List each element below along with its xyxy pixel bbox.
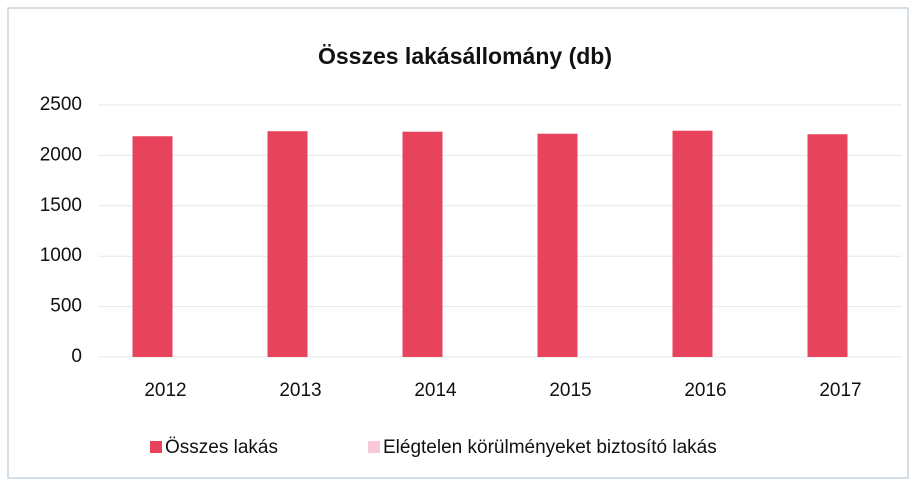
legend-label: Összes lakás (165, 437, 278, 458)
x-tick-label: 2012 (144, 380, 186, 401)
y-tick-label: 500 (50, 296, 82, 317)
y-tick-label: 2500 (40, 94, 82, 115)
x-tick-label: 2017 (819, 380, 861, 401)
bar (807, 134, 848, 357)
bar (267, 131, 308, 357)
legend-swatch (368, 441, 380, 453)
y-tick-label: 2000 (40, 144, 82, 165)
x-tick-label: 2014 (414, 380, 457, 401)
bar (672, 130, 713, 357)
bar (537, 133, 578, 357)
x-tick-label: 2013 (279, 380, 321, 401)
y-tick-label: 1500 (40, 195, 82, 216)
legend-swatch (150, 441, 162, 453)
y-tick-label: 1000 (40, 245, 82, 266)
bar (402, 131, 443, 357)
legend-label: Elégtelen körülményeket biztosító lakás (383, 437, 717, 458)
bar (132, 136, 173, 357)
chart-title: Összes lakásállomány (db) (318, 43, 612, 69)
x-tick-label: 2016 (684, 380, 726, 401)
y-tick-label: 0 (71, 346, 82, 367)
x-tick-label: 2015 (549, 380, 591, 401)
